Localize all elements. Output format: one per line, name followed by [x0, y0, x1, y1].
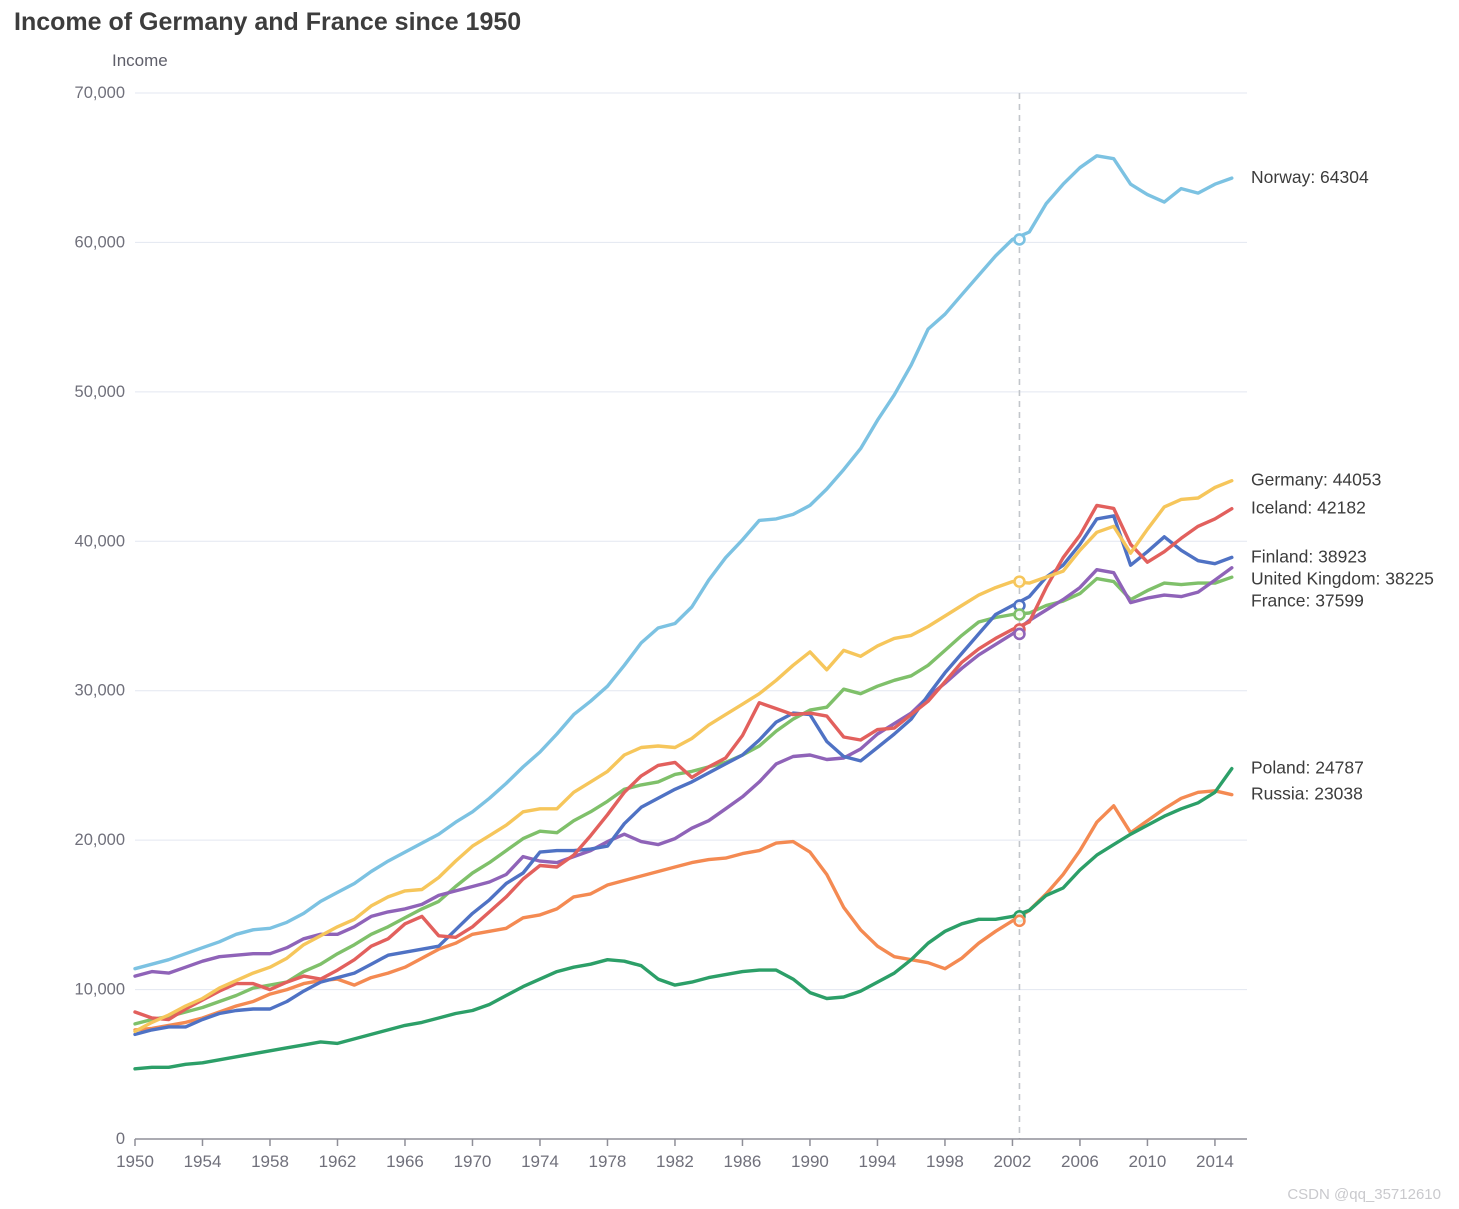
series-line-germany: [133, 479, 1234, 1034]
y-axis-tick-label: 0: [116, 1130, 125, 1148]
x-axis-tick-label: 1954: [184, 1152, 222, 1171]
series-line-finland: [133, 514, 1234, 1037]
x-axis-tick-label: 1962: [319, 1152, 357, 1171]
series-end-label-iceland: Iceland: 42182: [1251, 498, 1366, 518]
y-axis-title: Income: [112, 51, 168, 70]
series-end-label-norway: Norway: 64304: [1251, 167, 1369, 187]
series-end-label-finland: Finland: 38923: [1251, 546, 1367, 566]
hover-marker-norway: [1013, 233, 1026, 246]
series-end-label-russia: Russia: 23038: [1251, 784, 1363, 804]
series-line-poland: [133, 766, 1234, 1071]
watermark: CSDN @qq_35712610: [1287, 1186, 1441, 1203]
x-axis-tick-label: 1950: [116, 1152, 154, 1171]
y-axis-tick-label: 10,000: [75, 981, 125, 999]
series-end-label-germany: Germany: 44053: [1251, 470, 1381, 490]
x-axis-tick-label: 2014: [1196, 1152, 1234, 1171]
hover-marker-united-kingdom: [1013, 627, 1026, 641]
series-end-label-poland: Poland: 24787: [1251, 758, 1364, 778]
x-axis-tick-label: 1970: [454, 1152, 492, 1171]
y-axis-tick-label: 20,000: [75, 831, 125, 849]
x-axis-tick-label: 1986: [724, 1152, 762, 1171]
hover-marker-germany: [1013, 575, 1026, 588]
x-axis-tick-label: 2010: [1129, 1152, 1167, 1171]
x-axis-tick-label: 1974: [521, 1152, 559, 1171]
series-line-norway: [133, 154, 1234, 971]
series-line-france: [133, 575, 1234, 1026]
series-line-united-kingdom: [133, 566, 1234, 978]
y-axis-tick-label: 30,000: [75, 682, 125, 700]
x-axis-tick-label: 1958: [251, 1152, 289, 1171]
series-line-russia: [133, 789, 1234, 1032]
series-end-label-united-kingdom: United Kingdom: 38225: [1251, 568, 1434, 588]
x-axis-tick-label: 1966: [386, 1152, 424, 1171]
chart-title: Income of Germany and France since 1950: [14, 8, 522, 36]
hover-marker-france: [1013, 608, 1026, 621]
x-axis-tick-label: 1998: [926, 1152, 964, 1171]
y-axis-tick-label: 70,000: [75, 84, 125, 102]
y-axis-tick-label: 40,000: [75, 532, 125, 550]
x-axis-tick-label: 1978: [589, 1152, 627, 1171]
series-end-label-france: France: 37599: [1251, 590, 1364, 610]
series-line-iceland: [133, 503, 1234, 1022]
x-axis-tick-label: 2002: [994, 1152, 1032, 1171]
x-axis-tick-label: 2006: [1061, 1152, 1099, 1171]
hover-marker-russia: [1013, 914, 1026, 928]
x-axis-tick-label: 1990: [791, 1152, 829, 1171]
y-axis-tick-label: 60,000: [75, 233, 125, 251]
x-axis-tick-label: 1994: [859, 1152, 897, 1171]
x-axis-tick-label: 1982: [656, 1152, 694, 1171]
y-axis-tick-label: 50,000: [75, 383, 125, 401]
